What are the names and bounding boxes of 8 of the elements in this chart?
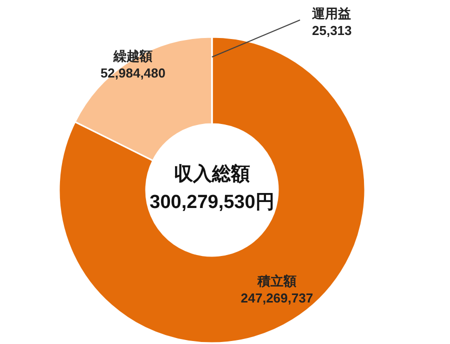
data-label: 52,984,480 [100,66,166,81]
slice-label: 運用益 [311,6,351,21]
slice-label: 積立額 [256,274,296,289]
data-label: 25,313 [312,23,352,38]
text: 300,279,530円 [150,192,274,213]
data-label: 247,269,737 [240,290,314,306]
slice-label: 繰越額 [112,48,152,64]
text: 収入総額 [174,163,250,185]
